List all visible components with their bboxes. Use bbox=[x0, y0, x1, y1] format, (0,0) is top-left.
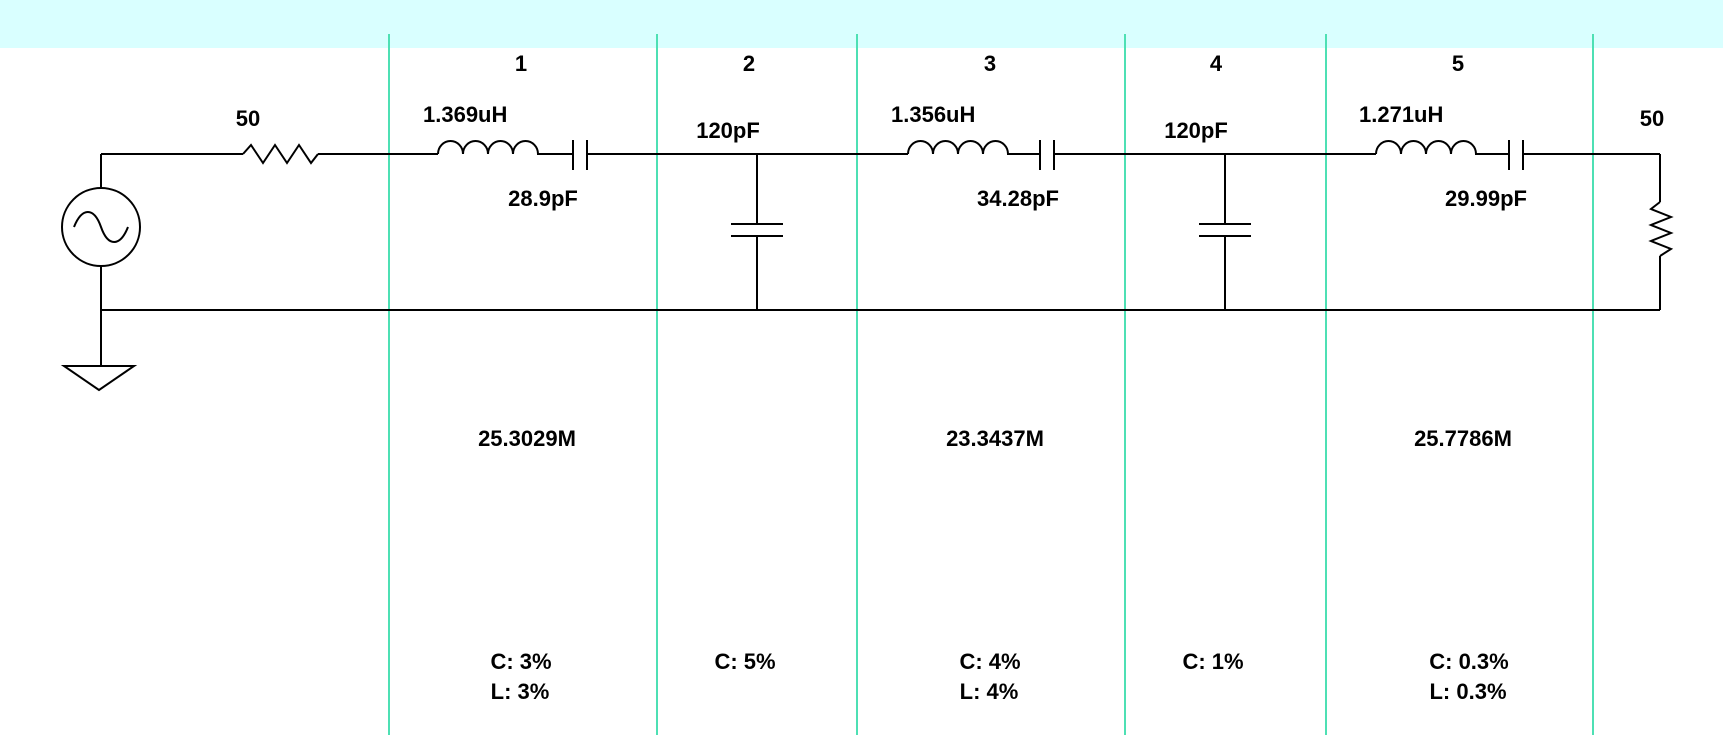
inductor-tolerance: L: 3% bbox=[491, 679, 550, 704]
resonant-frequency: 23.3437M bbox=[946, 426, 1044, 451]
ac-source-icon bbox=[61, 187, 141, 267]
source-resistance-label: 50 bbox=[236, 106, 260, 131]
inductor-label: 1.356uH bbox=[891, 102, 975, 127]
inductor-icon bbox=[907, 140, 1040, 155]
header-band bbox=[0, 0, 1723, 48]
load-resistance-label: 50 bbox=[1640, 106, 1664, 131]
shunt-capacitor-label: 120pF bbox=[1164, 118, 1228, 143]
shunt-capacitor-label: 120pF bbox=[696, 118, 760, 143]
inductor-label: 1.369uH bbox=[423, 102, 507, 127]
wiring bbox=[100, 153, 1661, 366]
section-number: 2 bbox=[743, 51, 755, 76]
section-number: 4 bbox=[1210, 51, 1223, 76]
inductor-label: 1.271uH bbox=[1359, 102, 1443, 127]
inductor-tolerance: L: 0.3% bbox=[1429, 679, 1506, 704]
shunt-capacitor-icon bbox=[731, 223, 783, 237]
ground-icon bbox=[60, 365, 138, 392]
capacitor-tolerance: C: 1% bbox=[1182, 649, 1243, 674]
section-number: 1 bbox=[515, 51, 527, 76]
capacitor-icon bbox=[1508, 140, 1524, 170]
capacitor-tolerance: C: 3% bbox=[490, 649, 551, 674]
resonant-frequency: 25.7786M bbox=[1414, 426, 1512, 451]
capacitor-tolerance: C: 0.3% bbox=[1429, 649, 1508, 674]
capacitor-label: 29.99pF bbox=[1445, 186, 1527, 211]
load-resistor-icon bbox=[1648, 201, 1674, 257]
section-dividers bbox=[388, 34, 1594, 735]
shunt-capacitor-icon bbox=[1199, 223, 1251, 237]
capacitor-label: 34.28pF bbox=[977, 186, 1059, 211]
section-number: 3 bbox=[984, 51, 996, 76]
inductor-icon bbox=[437, 140, 573, 155]
source-resistor-icon bbox=[242, 143, 319, 165]
capacitor-icon bbox=[572, 140, 588, 170]
resonant-frequency: 25.3029M bbox=[478, 426, 576, 451]
capacitor-icon bbox=[1039, 140, 1055, 170]
section-number: 5 bbox=[1452, 51, 1464, 76]
inductor-tolerance: L: 4% bbox=[960, 679, 1019, 704]
capacitor-tolerance: C: 5% bbox=[714, 649, 775, 674]
inductor-icon bbox=[1375, 140, 1509, 155]
capacitor-tolerance: C: 4% bbox=[959, 649, 1020, 674]
capacitor-label: 28.9pF bbox=[508, 186, 578, 211]
